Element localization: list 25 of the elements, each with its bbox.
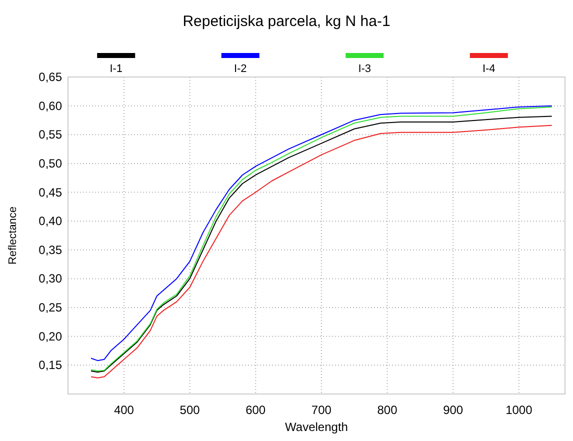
x-axis-title: Wavelength [285,420,348,434]
x-tick-label: 700 [311,403,332,417]
y-tick-label: 0,50 [38,156,62,170]
y-tick-label: 0,35 [38,242,62,257]
y-tick-label: 0,55 [38,128,62,142]
x-tick-label: 500 [180,403,200,417]
x-tick-label: 900 [443,403,464,417]
y-tick-label: 0,30 [38,272,62,286]
legend-label: I-1 [110,63,123,75]
legend-label: I-4 [482,63,496,75]
y-axis-title: Reflectance [7,206,19,265]
y-tick-label: 0,25 [38,300,62,315]
y-tick-label: 0,20 [38,329,62,344]
legend-label: I-2 [234,63,247,75]
legend-label: I-3 [358,63,372,75]
y-tick-label: 0,40 [38,214,62,228]
y-tick-label: 0,15 [38,358,62,372]
y-tick-label: 0,60 [38,98,62,113]
y-tick-label: 0,45 [38,185,62,200]
y-tick-label: 0,65 [38,70,62,84]
chart-title: Repeticijska parcela, kg N ha-1 [182,13,390,30]
x-tick-label: 800 [377,403,398,417]
x-tick-label: 400 [114,403,134,417]
x-tick-label: 600 [246,403,266,417]
x-tick-label: 1000 [506,403,533,417]
